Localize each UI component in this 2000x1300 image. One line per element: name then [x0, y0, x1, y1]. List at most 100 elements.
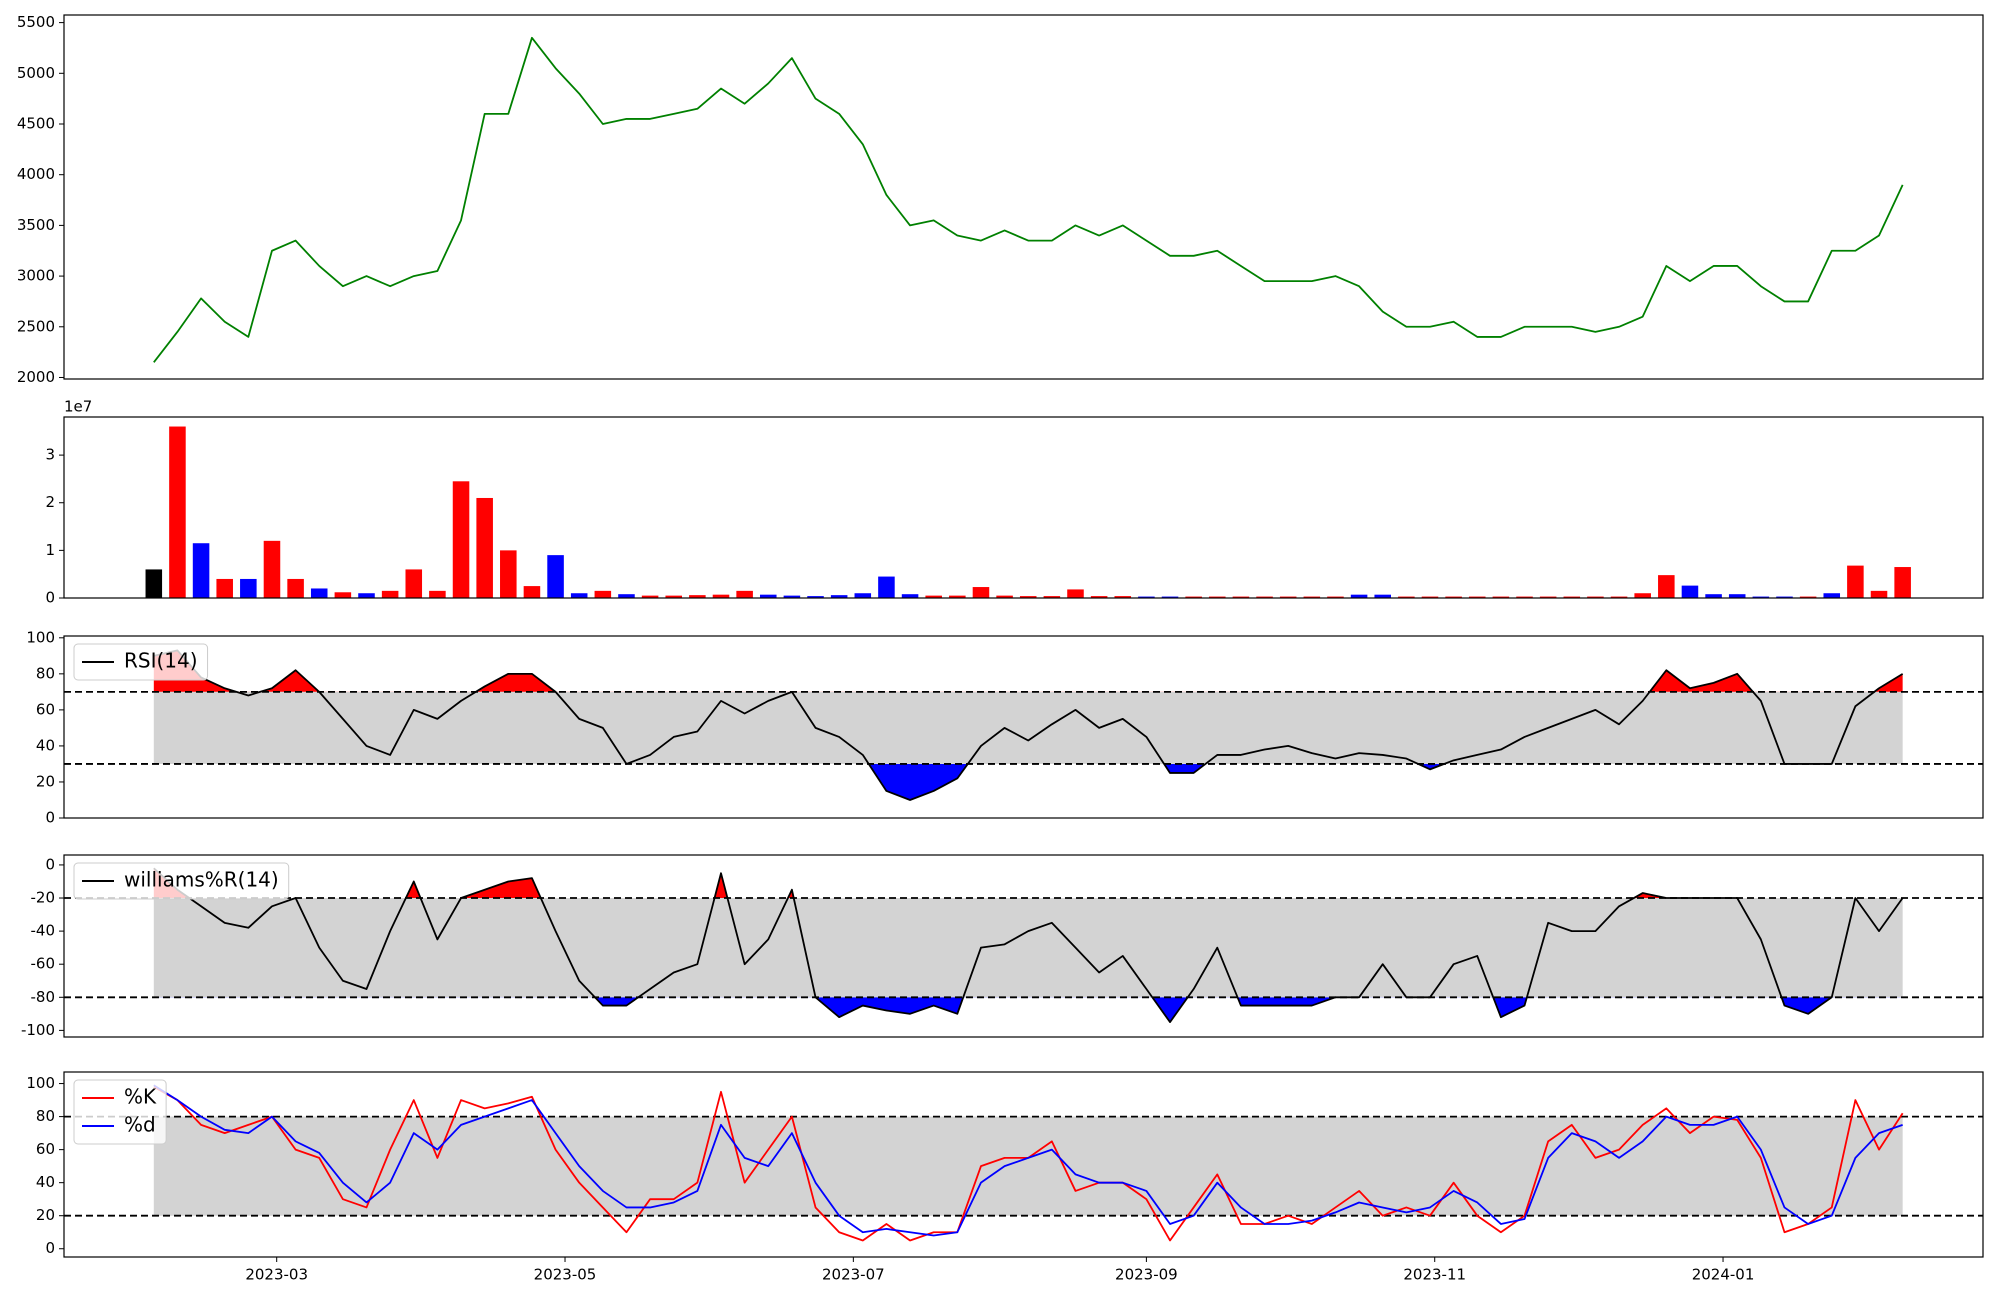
volume-bar: [901, 594, 919, 598]
volume-bar: [1445, 596, 1462, 598]
plot-area: [64, 649, 1983, 801]
volume-bar: [618, 594, 635, 598]
volume-bar: [594, 590, 612, 598]
y-tick-label: 100: [26, 628, 55, 646]
series-line: [153, 649, 1904, 801]
volume-bar: [1516, 596, 1533, 598]
y-tick-label: 60: [36, 700, 55, 718]
plot-area: [145, 426, 1911, 598]
x-tick-label: 2023-05: [534, 1266, 597, 1284]
volume-bar: [1823, 593, 1841, 598]
volume-bar: [996, 595, 1013, 598]
axis-offset-text: 1e7: [64, 398, 92, 416]
volume-bar: [1658, 575, 1675, 598]
y-tick-label: 0: [45, 589, 55, 607]
volume-bar: [1799, 596, 1817, 598]
volume-bar: [1209, 596, 1226, 598]
volume-bar: [570, 593, 588, 598]
volume-bar: [1468, 596, 1486, 598]
volume-bar: [972, 587, 990, 598]
y-tick-label: 3: [45, 446, 55, 464]
volume-bar: [665, 595, 683, 598]
legend-box: [73, 643, 209, 681]
volume-bar: [807, 596, 824, 598]
volume-bar: [287, 578, 304, 598]
volume-bar: [1563, 596, 1581, 598]
volume-bar: [429, 590, 446, 598]
y-tick-label: 20: [36, 772, 55, 790]
x-tick-label: 2023-11: [1403, 1266, 1466, 1284]
axes-frame: [63, 14, 1984, 380]
volume-bar: [830, 595, 848, 598]
volume-bar: [712, 594, 730, 598]
legend-box: [73, 862, 290, 900]
volume-bar: [1279, 596, 1297, 598]
volume-bar: [1185, 596, 1202, 598]
volume-bar: [523, 586, 541, 598]
volume-bar: [925, 595, 942, 598]
overbought-fill: [153, 650, 1903, 692]
volume-bar: [1634, 593, 1651, 598]
volume-bar: [949, 595, 966, 598]
volume-bar: [240, 578, 257, 598]
volume-bar: [1043, 596, 1061, 598]
y-tick-label: 3500: [17, 216, 55, 234]
volume-bar: [1327, 596, 1344, 598]
volume-bar: [1492, 596, 1510, 598]
y-tick-label: 20: [36, 1206, 55, 1224]
legend-box: [73, 1079, 167, 1145]
series-line: [153, 36, 1904, 363]
volume-bar: [1138, 596, 1155, 598]
y-tick-label: 0: [45, 1239, 55, 1257]
axes-frame: [63, 854, 1984, 1038]
threshold-band: [153, 1116, 1903, 1216]
y-tick-label: 80: [36, 664, 55, 682]
volume-bar: [1587, 596, 1604, 598]
volume-bar: [381, 590, 399, 598]
y-tick-label: 80: [36, 1107, 55, 1125]
y-tick-label: 100: [26, 1074, 55, 1092]
x-tick-label: 2024-01: [1692, 1266, 1755, 1284]
threshold-band: [153, 691, 1903, 764]
axes-frame: [63, 416, 1984, 599]
volume-bar: [783, 595, 801, 598]
y-tick-label: 0: [45, 855, 55, 873]
y-tick-label: 2000: [17, 368, 55, 386]
x-tick-label: 2023-03: [245, 1266, 308, 1284]
volume-bar: [169, 426, 186, 598]
y-tick-label: -40: [31, 922, 56, 940]
y-tick-label: 1: [45, 541, 55, 559]
volume-bar: [452, 481, 470, 598]
volume-bar: [641, 595, 659, 598]
x-tick-label: 2023-09: [1115, 1266, 1178, 1284]
volume-bar: [1870, 590, 1888, 598]
volume-bar: [1894, 567, 1911, 598]
series-line: [153, 867, 1904, 1024]
y-tick-label: 2500: [17, 317, 55, 335]
plot-area: [153, 36, 1904, 363]
volume-bar: [1847, 565, 1864, 598]
volume-bar: [1232, 596, 1250, 598]
y-tick-label: 0: [45, 809, 55, 827]
volume-bar: [1067, 589, 1084, 598]
volume-bar: [310, 588, 328, 598]
plot-area: [64, 1084, 1983, 1242]
volume-bar: [1161, 596, 1179, 598]
legend-label: %K: [124, 1085, 157, 1109]
volume-bar: [854, 593, 872, 598]
volume-bar: [547, 555, 564, 598]
volume-bar: [1114, 596, 1132, 598]
volume-bar: [736, 590, 753, 598]
volume-bar: [1256, 596, 1273, 598]
volume-bar: [1539, 596, 1557, 598]
volume-bar: [1752, 596, 1770, 598]
volume-bar: [689, 595, 706, 598]
volume-bar: [405, 569, 423, 598]
volume-bar: [1705, 594, 1722, 598]
y-tick-label: 4500: [17, 114, 55, 132]
y-tick-label: 40: [36, 736, 55, 754]
legend-label: %d: [124, 1113, 156, 1137]
y-tick-label: 5500: [17, 13, 55, 31]
axes-frame: [63, 635, 1984, 819]
